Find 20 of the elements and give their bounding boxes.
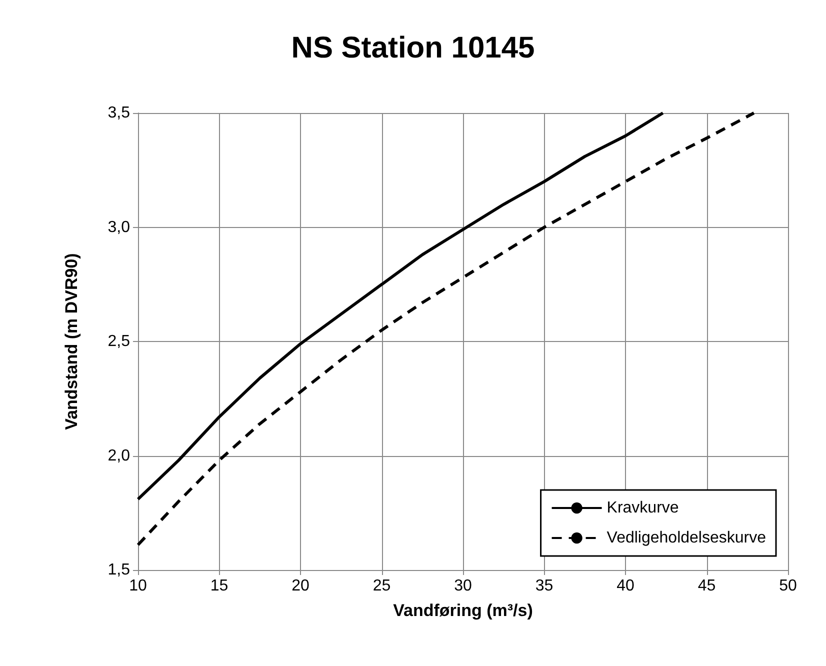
line-series (136, 112, 664, 501)
y-tick-label: 3,5 (108, 104, 130, 122)
y-axis-title: Vandstand (m DVR90) (62, 253, 81, 430)
y-tick-label: 3,0 (108, 218, 130, 236)
legend-label: Kravkurve (606, 500, 679, 516)
x-tick-label: 20 (292, 578, 310, 594)
x-tick-label: 40 (616, 578, 634, 594)
x-tick-label: 35 (535, 578, 554, 594)
y-tick-label: 2,5 (108, 333, 130, 350)
x-tick-label: 25 (372, 578, 391, 594)
legend-label: Vedligeholdelseskurve (606, 530, 766, 546)
x-tick-label: 10 (129, 578, 147, 594)
x-tick-label: 15 (210, 578, 228, 594)
y-tick-label: 1,5 (108, 562, 130, 578)
y-tick-label: 2,0 (108, 447, 130, 464)
x-tick-label: 50 (779, 578, 797, 594)
x-tick-label: 30 (454, 578, 472, 594)
x-axis-title: Vandføring (m³/s) (393, 601, 533, 620)
chart-title: NS Station 10145 (291, 32, 535, 64)
x-tick-label: 45 (698, 578, 716, 594)
